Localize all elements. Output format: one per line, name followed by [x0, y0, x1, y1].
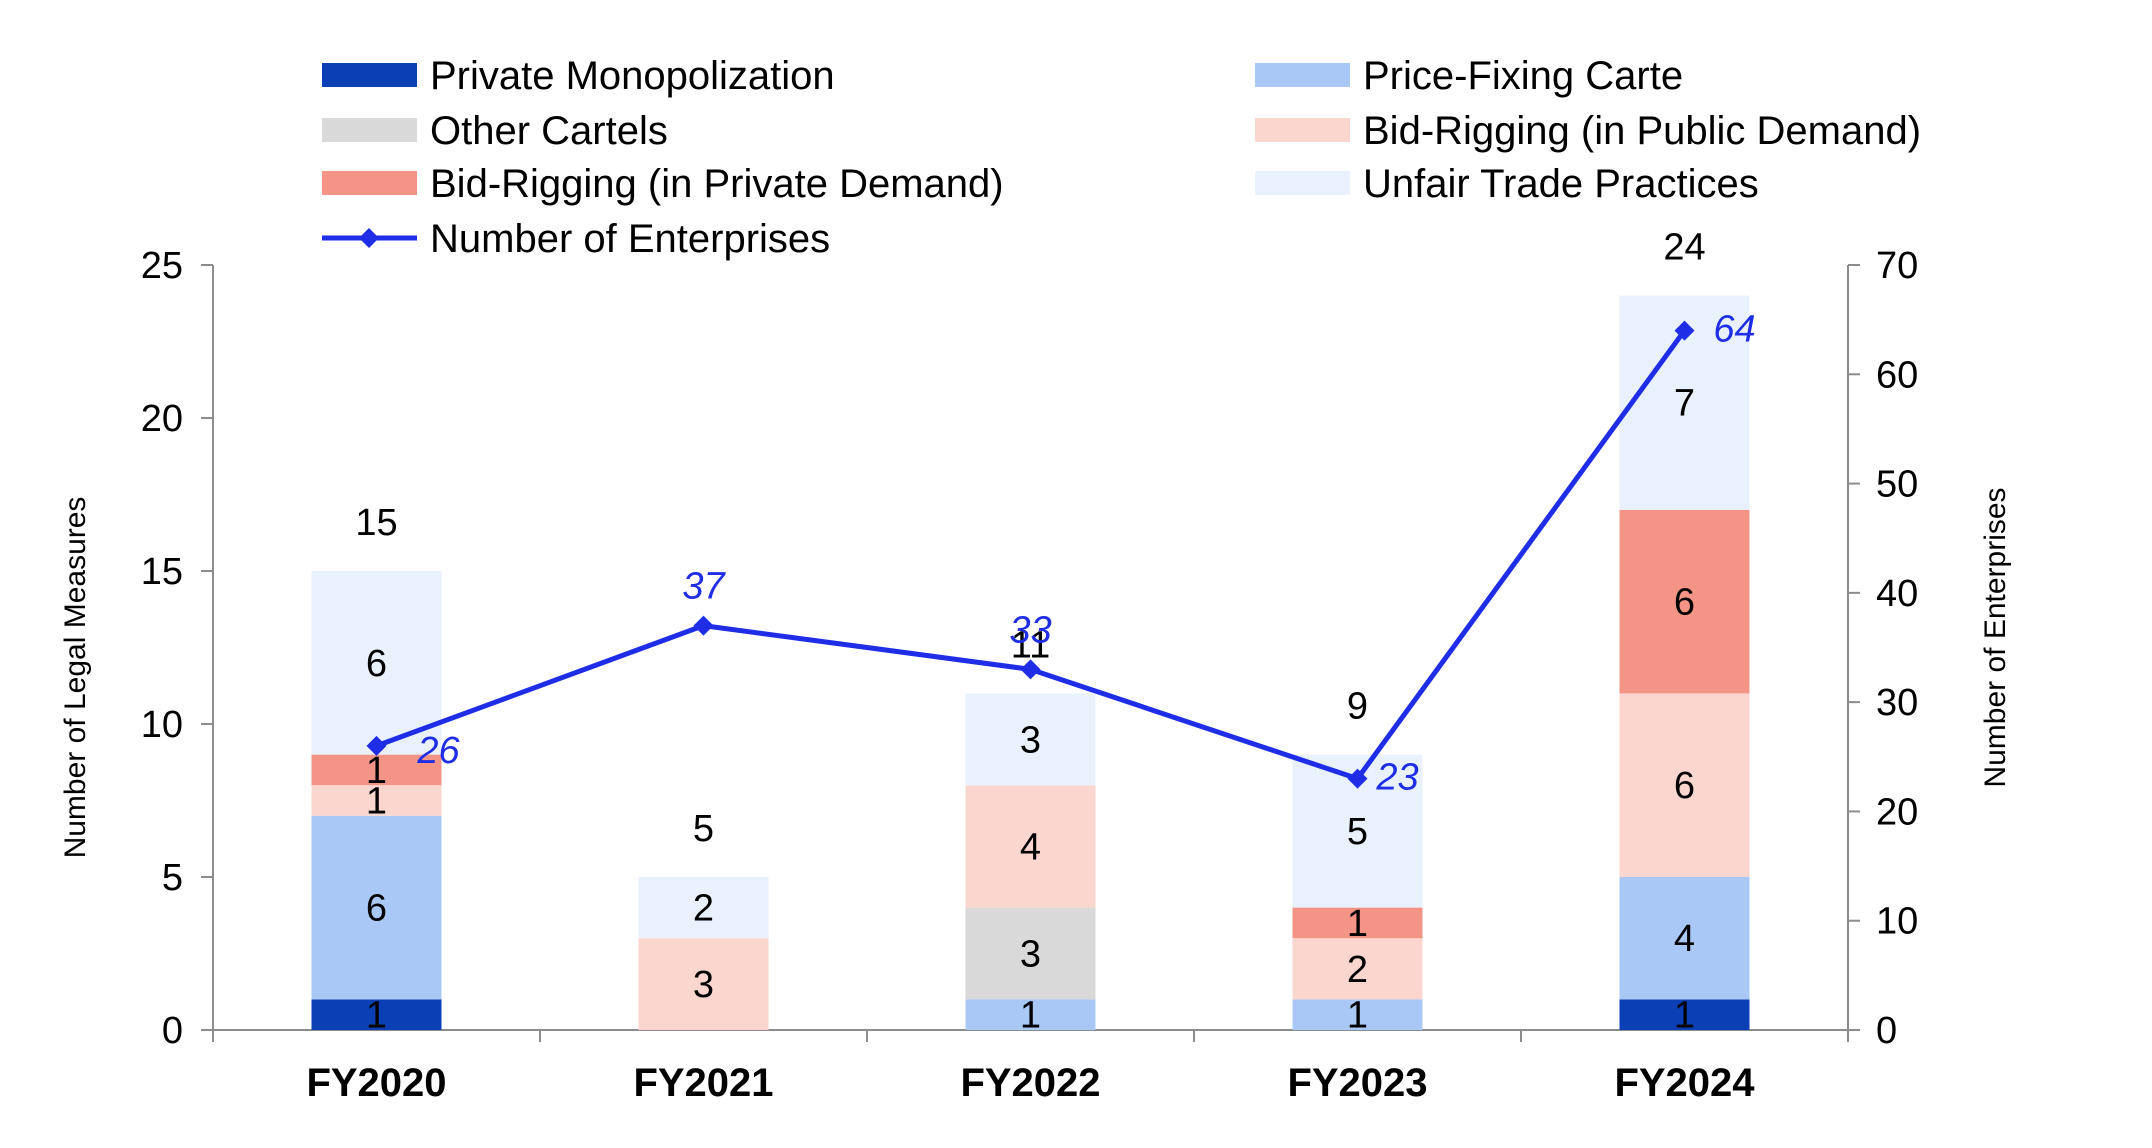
- bar-unfair-trade-practices-fy2021: [638, 877, 769, 939]
- y-tick-label: 5: [162, 857, 183, 899]
- legend-label-bid-rigging-in-private-demand: Bid-Rigging (in Private Demand): [430, 162, 1004, 206]
- enterprises-marker-fy2023: [1347, 768, 1368, 789]
- segment-label-bid-rigging-in-public-demand-fy2021: 3: [693, 964, 714, 1006]
- legend-label-unfair-trade-practices: Unfair Trade Practices: [1363, 162, 1759, 206]
- enterprises-value-fy2024: 64: [1713, 309, 1755, 351]
- enterprises-value-fy2022: 33: [1009, 609, 1051, 651]
- y2-tick-label: 50: [1876, 464, 1918, 506]
- enterprises-marker-fy2021: [693, 615, 714, 636]
- segment-label-private-monopolization-fy2020: 1: [366, 995, 387, 1037]
- bar-bid-rigging-in-private-demand-fy2020: [311, 754, 442, 786]
- bar-private-monopolization-fy2020: [311, 999, 442, 1030]
- segment-label-private-monopolization-fy2024: 1: [1674, 995, 1695, 1037]
- legend-swatch-other-cartels: [322, 118, 417, 142]
- bar-bid-rigging-in-public-demand-fy2024: [1619, 693, 1750, 877]
- segment-label-unfair-trade-practices-fy2023: 5: [1347, 811, 1368, 853]
- bar-other-cartels-fy2022: [965, 907, 1096, 1000]
- segment-label-unfair-trade-practices-fy2021: 2: [693, 888, 714, 930]
- bar-bid-rigging-in-private-demand-fy2024: [1619, 509, 1750, 694]
- segment-label-price-fixing-carte-fy2020: 6: [366, 888, 387, 930]
- legend-swatch-bid-rigging-in-public-demand: [1255, 118, 1350, 142]
- y-axis-title: Number of Legal Measures: [59, 497, 92, 859]
- bar-bid-rigging-in-private-demand-fy2023: [1292, 907, 1423, 939]
- x-tick-label: FY2022: [960, 1061, 1100, 1105]
- segment-label-price-fixing-carte-fy2022: 1: [1020, 995, 1041, 1037]
- line-layer: [366, 320, 1695, 789]
- bar-bid-rigging-in-public-demand-fy2022: [965, 785, 1096, 908]
- legend-label-other-cartels: Other Cartels: [430, 109, 668, 153]
- y2-tick-label: 10: [1876, 901, 1918, 943]
- legend: Private Monopolization Price-Fixing Carte…: [322, 54, 1921, 261]
- enterprises-value-fy2023: 23: [1375, 757, 1418, 799]
- legend-label-number-of-enterprises: Number of Enterprises: [430, 217, 830, 261]
- y2-tick-label: 40: [1876, 573, 1918, 615]
- segment-label-bid-rigging-in-public-demand-fy2023: 2: [1347, 949, 1368, 991]
- total-label-fy2021: 5: [693, 808, 714, 850]
- y-tick-label: 0: [162, 1010, 183, 1052]
- y-tick-label: 20: [141, 398, 183, 440]
- y-tick-label: 25: [141, 245, 183, 287]
- legend-swatch-bid-rigging-in-private-demand: [322, 171, 417, 195]
- bar-price-fixing-carte-fy2024: [1619, 877, 1750, 1000]
- legend-marker-number-of-enterprises: [359, 228, 379, 248]
- segment-label-unfair-trade-practices-fy2024: 7: [1674, 383, 1695, 425]
- y2-tick-label: 0: [1876, 1010, 1897, 1052]
- legend-swatch-price-fixing-carte: [1255, 63, 1350, 87]
- segment-label-bid-rigging-in-private-demand-fy2020: 1: [366, 750, 387, 792]
- total-label-fy2024: 24: [1663, 227, 1705, 269]
- segment-label-unfair-trade-practices-fy2022: 3: [1020, 719, 1041, 761]
- bar-unfair-trade-practices-fy2022: [965, 693, 1096, 786]
- y-tick-label: 10: [141, 704, 183, 746]
- bar-price-fixing-carte-fy2023: [1292, 999, 1423, 1030]
- x-tick-label: FY2021: [633, 1061, 773, 1105]
- bar-price-fixing-carte-fy2022: [965, 999, 1096, 1030]
- bar-bid-rigging-in-public-demand-fy2021: [638, 938, 769, 1030]
- enterprises-value-fy2020: 26: [416, 730, 460, 772]
- x-tick-label: FY2020: [306, 1061, 446, 1105]
- x-tick-label: FY2023: [1287, 1061, 1427, 1105]
- y2-axis-title: Number of Enterprises: [1979, 487, 2012, 787]
- total-label-fy2020: 15: [355, 502, 397, 544]
- bar-bid-rigging-in-public-demand-fy2020: [311, 785, 442, 816]
- legend-label-price-fixing-carte: Price-Fixing Carte: [1363, 54, 1683, 98]
- bar-private-monopolization-fy2024: [1619, 999, 1750, 1030]
- segment-label-price-fixing-carte-fy2023: 1: [1347, 995, 1368, 1037]
- legend-swatch-private-monopolization: [322, 63, 417, 87]
- segment-label-unfair-trade-practices-fy2020: 6: [366, 643, 387, 685]
- bar-price-fixing-carte-fy2020: [311, 815, 442, 1000]
- x-tick-label: FY2024: [1614, 1061, 1755, 1105]
- segment-label-price-fixing-carte-fy2024: 4: [1674, 918, 1695, 960]
- enterprises-marker-fy2022: [1020, 659, 1041, 680]
- segment-label-bid-rigging-in-public-demand-fy2024: 6: [1674, 765, 1695, 807]
- legend-label-bid-rigging-in-public-demand: Bid-Rigging (in Public Demand): [1363, 109, 1921, 153]
- enterprises-marker-fy2020: [366, 735, 387, 756]
- segment-label-bid-rigging-in-public-demand-fy2020: 1: [366, 781, 387, 823]
- total-label-fy2022: 11: [1011, 624, 1050, 666]
- legend-swatch-unfair-trade-practices: [1255, 171, 1350, 195]
- enterprises-marker-fy2024: [1674, 320, 1695, 341]
- y2-tick-label: 20: [1876, 791, 1918, 833]
- y2-tick-label: 60: [1876, 354, 1918, 396]
- segment-label-bid-rigging-in-private-demand-fy2024: 6: [1674, 582, 1695, 624]
- bar-bid-rigging-in-public-demand-fy2023: [1292, 938, 1423, 1000]
- y2-tick-label: 30: [1876, 682, 1918, 724]
- bar-unfair-trade-practices-fy2020: [311, 571, 442, 755]
- enterprises-value-fy2021: 37: [682, 566, 726, 608]
- legend-label-private-monopolization: Private Monopolization: [430, 54, 835, 98]
- segment-label-other-cartels-fy2022: 3: [1020, 934, 1041, 976]
- segment-label-bid-rigging-in-private-demand-fy2023: 1: [1347, 903, 1368, 945]
- segment-label-bid-rigging-in-public-demand-fy2022: 4: [1020, 826, 1041, 868]
- y-tick-label: 15: [141, 551, 183, 593]
- y2-tick-label: 70: [1876, 245, 1918, 287]
- total-label-fy2023: 9: [1347, 686, 1368, 728]
